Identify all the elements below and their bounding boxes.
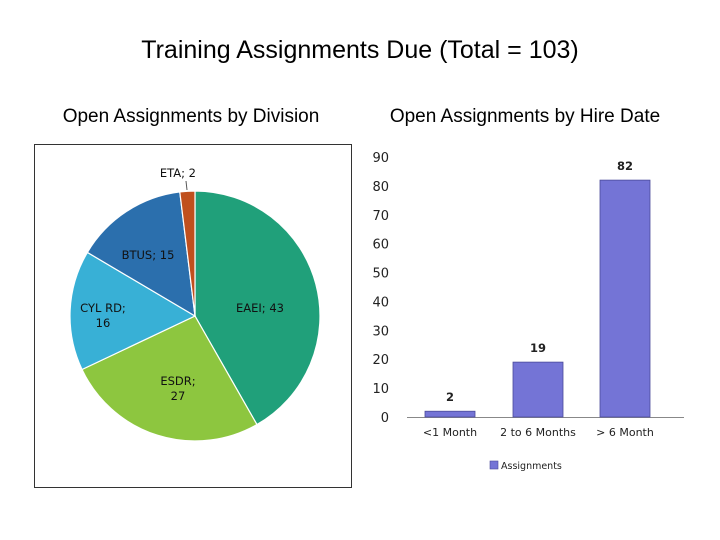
pie-slice-esdr xyxy=(81,315,258,442)
pie-label-cyl-rd: CYL RD; 16 xyxy=(80,301,126,330)
pie-slice-cyl-rd xyxy=(69,251,197,371)
pie-label-eaei: EAEI; 43 xyxy=(236,301,284,315)
pie-slice-eta xyxy=(179,190,196,317)
pie-label-eta: ETA; 2 xyxy=(160,166,196,180)
bar-chart-title: Open Assignments by Hire Date xyxy=(389,106,661,127)
legend-label: Assignments xyxy=(501,461,562,472)
x-category-label: <1 Month xyxy=(423,426,477,439)
pie-slice-eaei xyxy=(194,190,321,426)
y-tick-label: 50 xyxy=(372,267,389,282)
y-tick-label: 90 xyxy=(372,151,389,166)
pie-slice-btus xyxy=(86,191,196,318)
pie-label-btus: BTUS; 15 xyxy=(122,248,175,262)
y-tick-label: 20 xyxy=(372,353,389,368)
x-category-label: 2 to 6 Months xyxy=(500,426,576,439)
pie-label-esdr: ESDR; 27 xyxy=(160,374,195,403)
bar-data-label: 2 xyxy=(446,390,454,404)
bar-data-label: 82 xyxy=(617,159,633,173)
bar-1-month xyxy=(424,410,476,418)
x-category-label: > 6 Month xyxy=(596,426,654,439)
y-tick-label: 0 xyxy=(381,411,389,426)
y-tick-label: 80 xyxy=(372,180,389,195)
bar-data-label: 19 xyxy=(530,341,546,355)
legend-swatch xyxy=(489,460,499,470)
y-tick-label: 60 xyxy=(372,238,389,253)
y-tick-label: 40 xyxy=(372,295,389,310)
pie-leader-line-eta xyxy=(185,180,188,191)
pie-chart-frame xyxy=(34,144,352,488)
y-tick-label: 70 xyxy=(372,209,389,224)
bar-6-month xyxy=(599,179,651,418)
y-tick-label: 10 xyxy=(372,382,389,397)
y-tick-label: 30 xyxy=(372,324,389,339)
page-title: Training Assignments Due (Total = 103) xyxy=(141,36,579,64)
bar-2-to-6-months xyxy=(512,361,564,418)
pie-chart-title: Open Assignments by Division xyxy=(62,106,320,127)
